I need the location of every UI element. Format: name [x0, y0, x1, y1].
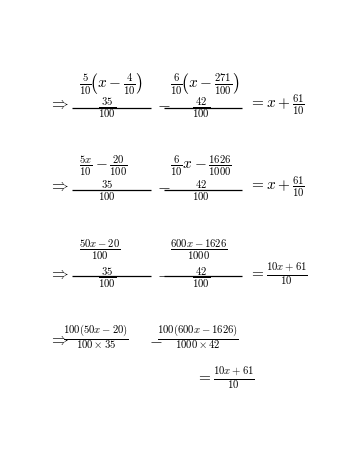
- Text: $\frac{6}{10}\!\left(x - \frac{271}{100}\right)$: $\frac{6}{10}\!\left(x - \frac{271}{100}…: [170, 71, 240, 96]
- Text: $\Rightarrow$: $\Rightarrow$: [49, 96, 70, 113]
- Text: $\frac{100(600x-1626)}{1000 \times 42}$: $\frac{100(600x-1626)}{1000 \times 42}$: [157, 323, 239, 351]
- Text: $= x + \frac{61}{10}$: $= x + \frac{61}{10}$: [249, 175, 305, 199]
- Text: $-$: $-$: [157, 178, 170, 195]
- Text: $\frac{42}{100}$: $\frac{42}{100}$: [192, 96, 210, 120]
- Text: $-$: $-$: [157, 96, 170, 113]
- Text: $-$: $-$: [157, 266, 170, 283]
- Text: $-$: $-$: [148, 332, 162, 349]
- Text: $\Rightarrow$: $\Rightarrow$: [49, 178, 70, 195]
- Text: $\frac{50x-20}{100}$: $\frac{50x-20}{100}$: [79, 237, 121, 262]
- Text: $\frac{5}{10}\!\left(x - \frac{4}{10}\right)$: $\frac{5}{10}\!\left(x - \frac{4}{10}\ri…: [79, 71, 143, 96]
- Text: $\frac{6}{10}x - \frac{1626}{1000}$: $\frac{6}{10}x - \frac{1626}{1000}$: [170, 153, 232, 178]
- Text: $\frac{600x-1626}{1000}$: $\frac{600x-1626}{1000}$: [170, 237, 228, 262]
- Text: $\frac{5x}{10} - \frac{20}{100}$: $\frac{5x}{10} - \frac{20}{100}$: [79, 153, 128, 178]
- Text: $\frac{42}{100}$: $\frac{42}{100}$: [192, 266, 210, 290]
- Text: $\frac{35}{100}$: $\frac{35}{100}$: [98, 266, 116, 290]
- Text: $= \frac{10x+61}{10}$: $= \frac{10x+61}{10}$: [196, 366, 255, 392]
- Text: $\frac{100(50x-20)}{100 \times 35}$: $\frac{100(50x-20)}{100 \times 35}$: [63, 323, 129, 351]
- Text: $= x + \frac{61}{10}$: $= x + \frac{61}{10}$: [249, 92, 305, 117]
- Text: $\Rightarrow$: $\Rightarrow$: [49, 266, 70, 283]
- Text: $= \frac{10x+61}{10}$: $= \frac{10x+61}{10}$: [249, 262, 308, 288]
- Text: $\frac{35}{100}$: $\frac{35}{100}$: [98, 178, 116, 202]
- Text: $\Rightarrow$: $\Rightarrow$: [49, 332, 70, 349]
- Text: $\frac{35}{100}$: $\frac{35}{100}$: [98, 96, 116, 120]
- Text: $\frac{42}{100}$: $\frac{42}{100}$: [192, 178, 210, 202]
